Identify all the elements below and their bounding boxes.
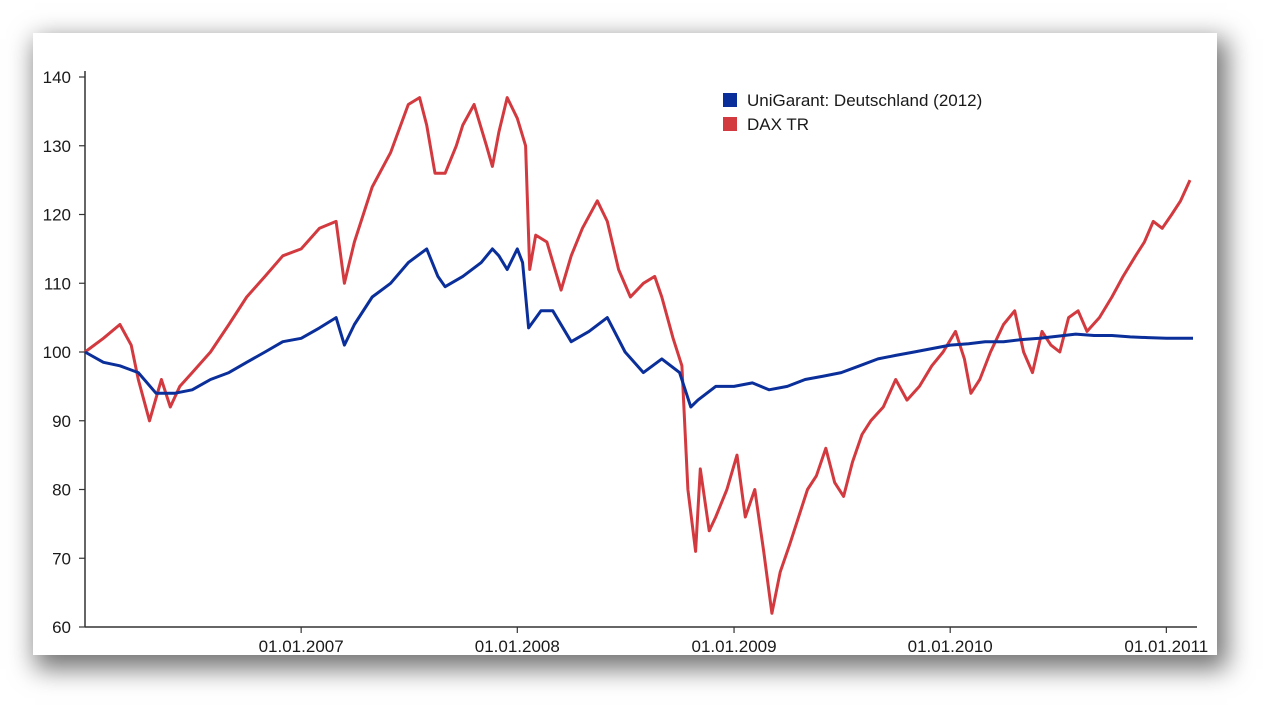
series-line-dax-tr — [84, 96, 1192, 615]
legend-label: DAX TR — [747, 115, 809, 134]
chart-card: 60 70 80 90 100 110 120 130 140 01.01.2007 01.01.2… — [33, 33, 1217, 655]
y-tick-label: 90 — [52, 412, 71, 431]
legend: UniGarant: Deutschland (2012) DAX TR — [723, 91, 982, 134]
y-tick-label: 100 — [43, 343, 71, 362]
y-tick-label: 70 — [52, 549, 71, 568]
y-tick-label: 140 — [43, 68, 71, 87]
series-group — [84, 96, 1193, 615]
x-tick-label: 01.01.2007 — [259, 637, 344, 655]
legend-label: UniGarant: Deutschland (2012) — [747, 91, 982, 110]
x-tick-label: 01.01.2009 — [692, 637, 777, 655]
y-tick-label: 120 — [43, 206, 71, 225]
y-tick-label: 60 — [52, 618, 71, 637]
legend-swatch — [723, 93, 737, 107]
x-tick-label: 01.01.2010 — [908, 637, 993, 655]
axes: 60 70 80 90 100 110 120 130 140 01.01.2007 01.01.2… — [43, 68, 1209, 655]
y-tick-label: 130 — [43, 137, 71, 156]
y-tick-label: 110 — [44, 274, 71, 293]
x-tick-label: 01.01.2008 — [475, 637, 560, 655]
y-tick-label: 80 — [52, 481, 71, 500]
x-tick-label: 01.01.2011 — [1124, 637, 1208, 655]
line-chart: 60 70 80 90 100 110 120 130 140 01.01.2007 01.01.2… — [43, 68, 1209, 655]
series-line-unigarant — [84, 247, 1193, 409]
legend-swatch — [723, 117, 737, 131]
